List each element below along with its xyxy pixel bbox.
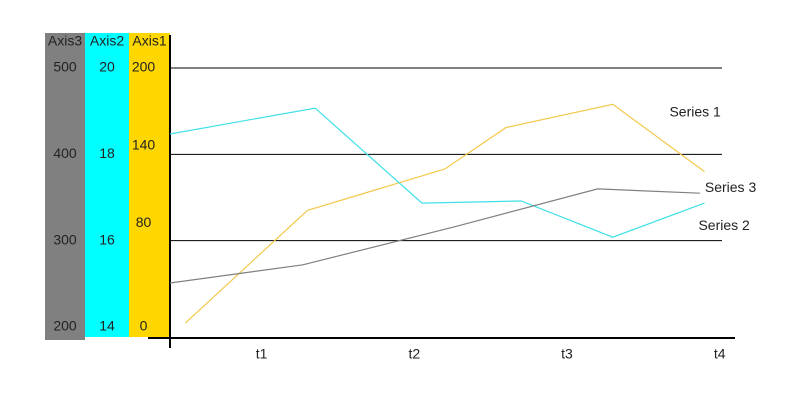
y-tick-label: 500 [53,59,77,75]
series-line [169,107,705,238]
axis-title: Axis2 [90,33,124,49]
axis-band [85,33,129,337]
x-tick-label: t2 [408,346,420,362]
series-label: Series 3 [705,179,757,195]
x-tick-label: t4 [714,346,726,362]
series-line [169,188,700,284]
y-tick-label: 200 [53,318,77,334]
y-tick-label: 300 [53,231,77,247]
y-tick-label: 20 [99,59,115,75]
y-tick-label: 18 [99,145,115,161]
y-tick-label: 200 [132,59,156,75]
y-tick-label: 0 [140,318,148,334]
series-label: Series 2 [698,217,750,233]
x-tick-label: t1 [256,346,268,362]
series-label: Series 1 [669,103,721,119]
y-tick-label: 80 [136,214,152,230]
y-tick-label: 14 [99,318,115,334]
axis-band [45,33,85,340]
axis-band [129,33,170,337]
y-tick-label: 140 [132,136,156,152]
axis-title: Axis3 [48,33,82,49]
axis-title: Axis1 [132,33,166,49]
series-line [184,103,705,324]
y-tick-label: 400 [53,145,77,161]
x-tick-label: t3 [561,346,573,362]
y-tick-label: 16 [99,231,115,247]
